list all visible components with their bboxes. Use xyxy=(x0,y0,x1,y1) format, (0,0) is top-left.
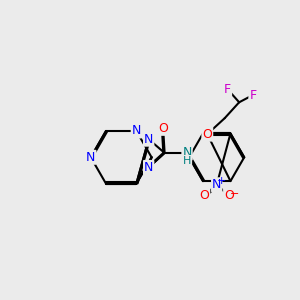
Text: −: − xyxy=(230,190,239,200)
Text: O: O xyxy=(202,128,212,141)
Text: O: O xyxy=(224,189,234,202)
Text: N: N xyxy=(144,161,153,174)
Text: H: H xyxy=(183,156,191,166)
Text: +: + xyxy=(217,176,226,186)
Text: F: F xyxy=(249,88,256,101)
Text: N: N xyxy=(144,133,153,146)
Text: O: O xyxy=(158,122,168,135)
Text: N: N xyxy=(132,124,141,137)
Text: F: F xyxy=(224,83,231,96)
Text: N: N xyxy=(212,178,221,191)
Text: O: O xyxy=(200,189,209,202)
Text: N: N xyxy=(182,146,192,159)
Text: N: N xyxy=(86,151,95,164)
